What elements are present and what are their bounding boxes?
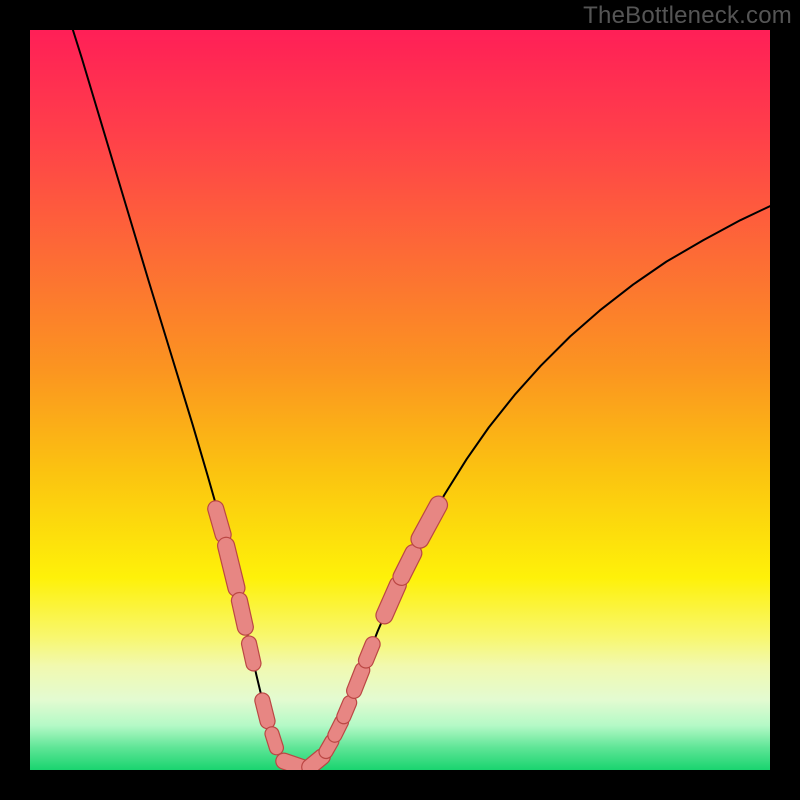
- chart-container: TheBottleneck.com: [0, 0, 800, 800]
- gradient-background: [30, 30, 770, 770]
- plot-svg: [0, 0, 800, 800]
- watermark-text: TheBottleneck.com: [583, 2, 792, 30]
